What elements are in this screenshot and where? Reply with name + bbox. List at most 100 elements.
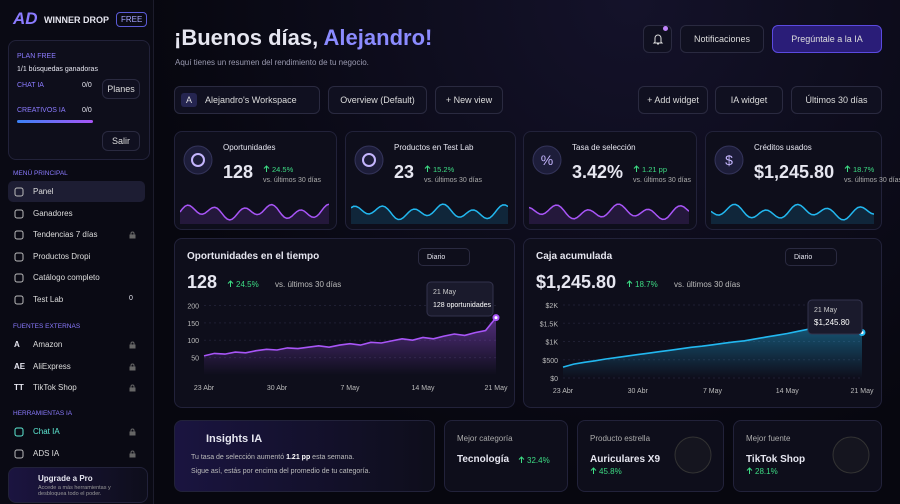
card-label: Producto estrella	[590, 434, 651, 443]
y-tick-label: $0	[550, 376, 558, 383]
icon-shape	[14, 230, 24, 240]
nav-item[interactable]: ADS IA	[33, 448, 60, 458]
kpi-note: vs. últimos 30 días	[633, 177, 691, 184]
x-tick-label: 7 May	[340, 385, 360, 392]
lock-icon	[129, 231, 136, 239]
chart-value: $1,245.80	[536, 272, 617, 292]
new-view-button[interactable]: + New view	[435, 86, 503, 114]
usage-bar	[17, 120, 93, 123]
x-tick-label: 14 May	[776, 388, 799, 395]
nav-item[interactable]: Amazon	[33, 340, 63, 349]
logout-button[interactable]: Salir	[102, 131, 140, 151]
nav-heading: FUENTES EXTERNAS	[13, 323, 81, 330]
chart-title: Oportunidades en el tiempo	[187, 251, 320, 262]
workspace-select[interactable]: A Alejandro's Workspace	[174, 86, 320, 114]
kpi-label: Tasa de selección	[572, 143, 636, 152]
tooltip-date: 21 May	[433, 289, 456, 296]
nav-icon	[14, 209, 24, 219]
user-name: Alejandro!	[323, 25, 433, 50]
arrow	[590, 467, 597, 474]
x-tick-label: 21 May	[485, 385, 508, 392]
range-select[interactable]: Últimos 30 días	[791, 86, 882, 114]
nav-item[interactable]: Productos Dropi	[33, 251, 91, 261]
lock-shackle	[130, 231, 135, 236]
lock-body	[129, 366, 136, 371]
plan-badge: FREE	[116, 12, 148, 27]
workspace-name: Alejandro's Workspace	[205, 95, 297, 105]
kpi-icon: %	[532, 145, 562, 175]
nav-item[interactable]: Tendencias 7 días	[33, 230, 98, 240]
kpi-value: 3.42%	[572, 162, 624, 182]
kpi-value: 23	[394, 162, 415, 182]
tooltip-text: $1,245.80	[814, 318, 850, 327]
icon-bg	[354, 145, 384, 175]
kpi-change: 1.21 pp	[642, 165, 668, 174]
icon-bg	[714, 145, 744, 175]
icon-shape	[14, 427, 24, 437]
nav-item[interactable]: Chat IA	[33, 427, 60, 436]
sparkline	[351, 203, 508, 224]
view-select[interactable]: Overview (Default)	[328, 86, 427, 114]
nav-item[interactable]: TikTok Shop	[33, 383, 77, 393]
plans-button[interactable]: Planes	[102, 79, 140, 99]
ask-ai-button[interactable]: Pregúntale a la IA	[772, 25, 882, 53]
kpi-label: Productos en Test Lab	[394, 143, 474, 152]
nav-item[interactable]: Test Lab	[33, 295, 64, 304]
icon-shape	[14, 295, 24, 305]
nav-icon: TT	[14, 383, 24, 393]
icon-shape	[14, 273, 24, 283]
nav-item[interactable]: AliExpress	[33, 361, 71, 371]
insights-title: Insights IA	[206, 433, 263, 445]
nav-icon	[14, 187, 24, 197]
kpi-note: vs. últimos 30 días	[263, 177, 321, 184]
period-select[interactable]: Diario	[785, 248, 837, 266]
area	[204, 317, 496, 375]
nav-item[interactable]: Catálogo completo	[33, 273, 100, 283]
y-tick-label: 200	[187, 303, 199, 310]
lock-icon	[129, 363, 136, 371]
x-tick-label: 23 Abr	[553, 388, 574, 395]
y-tick-label: 150	[187, 321, 199, 328]
upgrade-box[interactable]	[8, 467, 148, 503]
nav-icon	[14, 449, 24, 459]
lock-icon	[129, 341, 136, 349]
nav-badge: 0	[129, 295, 133, 302]
insights-card[interactable]	[174, 420, 435, 492]
sparkline-line	[711, 203, 874, 221]
nav-item[interactable]: Panel	[33, 187, 54, 196]
period-select[interactable]: Diario	[418, 248, 470, 266]
image-bg	[832, 436, 870, 474]
lock-body	[129, 453, 136, 458]
subtitle: Aquí tienes un resumen del rendimiento d…	[175, 58, 369, 67]
icon-shape	[14, 187, 24, 197]
icon-shape	[14, 252, 24, 262]
lock-body	[129, 234, 136, 239]
kpi-label: Oportunidades	[223, 143, 276, 152]
creatives-label: CREATIVOS IA	[17, 107, 66, 114]
add-widget-button[interactable]: + Add widget	[638, 86, 708, 114]
nav-heading: MENÚ PRINCIPAL	[13, 170, 68, 177]
lock-body	[129, 387, 136, 392]
tooltip	[807, 299, 863, 335]
insights-text: Tu tasa de selección aumentó	[191, 454, 285, 461]
notifications-button[interactable]: Notificaciones	[680, 25, 764, 53]
sparkline-line	[180, 203, 329, 221]
ai-widget-button[interactable]: IA widget	[715, 86, 783, 114]
kpi-note: vs. últimos 30 días	[424, 177, 482, 184]
x-tick-label: 30 Abr	[267, 385, 288, 392]
y-tick-label: $2K	[546, 303, 559, 310]
nav-icon: AE	[14, 361, 26, 371]
card-value: Tecnología	[457, 454, 510, 465]
plan-searches: 1/1 búsquedas ganadoras	[17, 66, 98, 73]
nav-item[interactable]: Ganadores	[33, 208, 73, 218]
lock-shackle	[130, 450, 135, 454]
icon-bg	[183, 145, 213, 175]
sparkline-line	[529, 203, 689, 221]
creatives-value: 0/0	[82, 107, 92, 114]
lock-icon	[129, 384, 136, 392]
up-arrow	[844, 165, 851, 172]
card-change: 32.4%	[527, 456, 550, 465]
kpi-icon	[183, 145, 213, 175]
kpi-label: Créditos usados	[754, 143, 812, 152]
nav-active[interactable]	[8, 181, 145, 202]
